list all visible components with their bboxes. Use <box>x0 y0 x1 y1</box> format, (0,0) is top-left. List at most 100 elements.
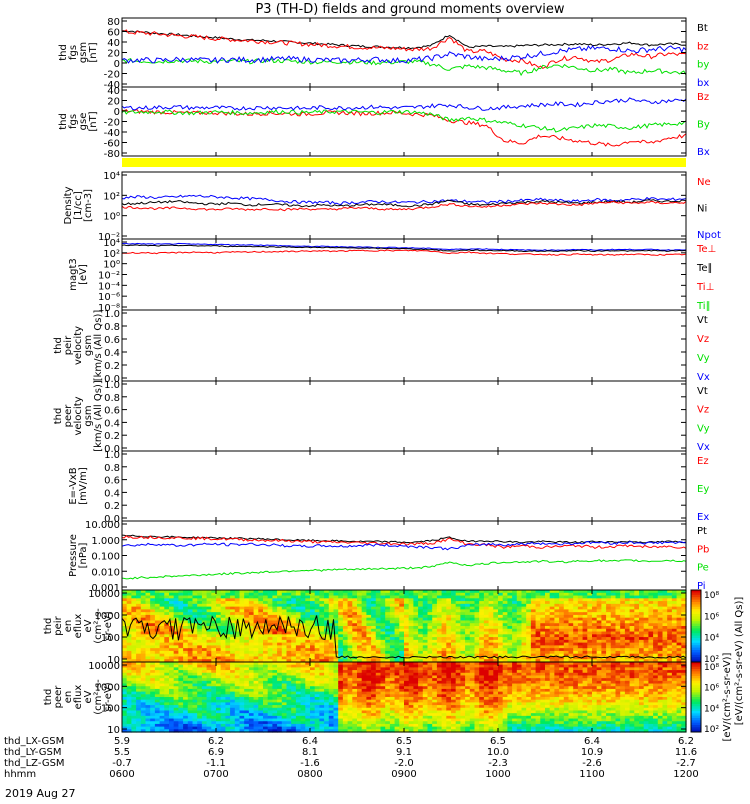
y-tick-label: 0.6 <box>104 476 120 487</box>
legend-label: bx <box>697 78 709 89</box>
legend-label: Pb <box>697 544 709 555</box>
y-tick-label: -80 <box>104 149 120 160</box>
panel-frame <box>122 451 686 521</box>
panel-frame <box>122 381 686 451</box>
series-line-by <box>122 59 686 76</box>
y-tick-label: 10² <box>103 191 120 202</box>
y-tick-label: 40 <box>107 38 120 49</box>
series-line-Bt <box>122 31 686 49</box>
y-tick-label: 40 <box>107 86 120 97</box>
y-tick-label: 10⁰ <box>103 260 120 271</box>
panel-frame <box>122 521 686 590</box>
panel-label-line: [nT] <box>88 42 99 62</box>
panel-label: Density[1/cc][cm-3] <box>63 186 94 224</box>
y-tick-label: 0.2 <box>104 431 120 442</box>
legend-label: By <box>697 120 710 131</box>
panel-frame <box>122 310 686 381</box>
y-tick-label: 0.2 <box>104 501 120 512</box>
legend-label: Vt <box>697 386 708 397</box>
legend-label: by <box>697 60 709 71</box>
y-tick-label: -20 <box>104 70 120 81</box>
y-tick-label: 20 <box>107 49 120 60</box>
legend-label: Ne <box>697 177 711 188</box>
y-tick-label: -60 <box>104 139 120 150</box>
panel-label-line: [km/s (All Qs)] <box>93 310 104 382</box>
y-tick-label: 1.0 <box>104 309 120 320</box>
legend-label: Vx <box>697 372 710 383</box>
panel-label-line: [cm-3] <box>83 189 94 222</box>
series-line-Bx <box>122 98 686 111</box>
legend-label: Ti⊥ <box>696 282 714 293</box>
panel-label-line: sr-eV) <box>103 611 114 640</box>
legend-label: Ez <box>697 456 709 467</box>
y-tick-label: 1.0 <box>104 450 120 461</box>
series-line-bz <box>122 30 686 68</box>
y-tick-label: 1.0 <box>104 380 120 391</box>
y-tick-label: 0.010 <box>91 567 120 578</box>
y-tick-label: 0.4 <box>104 348 120 359</box>
y-tick-label: 0.8 <box>104 393 120 404</box>
y-tick-label: 0.4 <box>104 418 120 429</box>
legend-label: Te⊥ <box>696 244 716 255</box>
legend-label: Vy <box>697 353 710 364</box>
panel-label: magt3[eV] <box>68 258 89 291</box>
legend-label: Bt <box>697 23 708 34</box>
panel-4: Te⊥Te∥Ti⊥Ti∥10⁴10²10⁰10⁻²10⁻⁴10⁻⁶10⁻⁸mag… <box>68 238 716 314</box>
legend-label: Vt <box>697 315 708 326</box>
y-tick-label: 0.100 <box>91 552 120 563</box>
panel-label-line: [nPa] <box>78 542 89 568</box>
panel-label-line: [eV] <box>78 264 89 285</box>
plot-date: 2019 Aug 27 <box>5 787 75 800</box>
series-line-Npot <box>122 195 686 204</box>
legend-label: Vz <box>697 405 709 416</box>
y-tick-label: 0 <box>114 59 120 70</box>
legend-label: Npot <box>697 230 721 241</box>
legend-label: Ey <box>697 484 709 495</box>
legend-label: Pt <box>697 526 707 537</box>
colorbar-tick-label: 10⁸ <box>704 591 719 601</box>
series-line-Bz <box>122 110 686 146</box>
y-tick-label: 80 <box>107 17 120 28</box>
y-tick-label: 0.8 <box>104 322 120 333</box>
y-tick-label: 10⁴ <box>103 171 120 182</box>
y-tick-label: -40 <box>104 128 120 139</box>
panel-frame <box>122 172 686 239</box>
y-tick-label: 1.000 <box>91 536 120 547</box>
y-tick-label: 0.4 <box>104 488 120 499</box>
y-tick-label: 60 <box>107 28 120 39</box>
legend-label: Bz <box>697 92 709 103</box>
y-tick-label: -20 <box>104 118 120 129</box>
panel-label: Pressure[nPa] <box>68 534 89 577</box>
flag-bar <box>122 158 686 167</box>
y-tick-label: 10² <box>103 249 120 260</box>
y-tick-label: 10⁴ <box>103 238 120 249</box>
y-tick-label: 10⁰ <box>103 212 120 223</box>
legend-label: Vz <box>697 334 709 345</box>
legend-label: bz <box>697 41 709 52</box>
legend-label: Ti∥ <box>696 301 711 312</box>
y-tick-label: 0.2 <box>104 361 120 372</box>
plot-title: P3 (TH-D) fields and ground moments over… <box>255 2 564 17</box>
y-tick-label: 0.6 <box>104 335 120 346</box>
colorbar-tick-label: 10⁶ <box>704 612 719 622</box>
legend-label: Bx <box>697 147 710 158</box>
panel-frame <box>122 87 686 156</box>
panel-label-line: [nT] <box>88 111 99 131</box>
y-tick-label: 10⁻⁴ <box>98 281 120 292</box>
legend-label: Te∥ <box>696 263 713 274</box>
y-tick-label: 10⁻² <box>98 271 120 282</box>
y-tick-label: 10000 <box>88 589 120 600</box>
panel-frame <box>122 18 686 87</box>
